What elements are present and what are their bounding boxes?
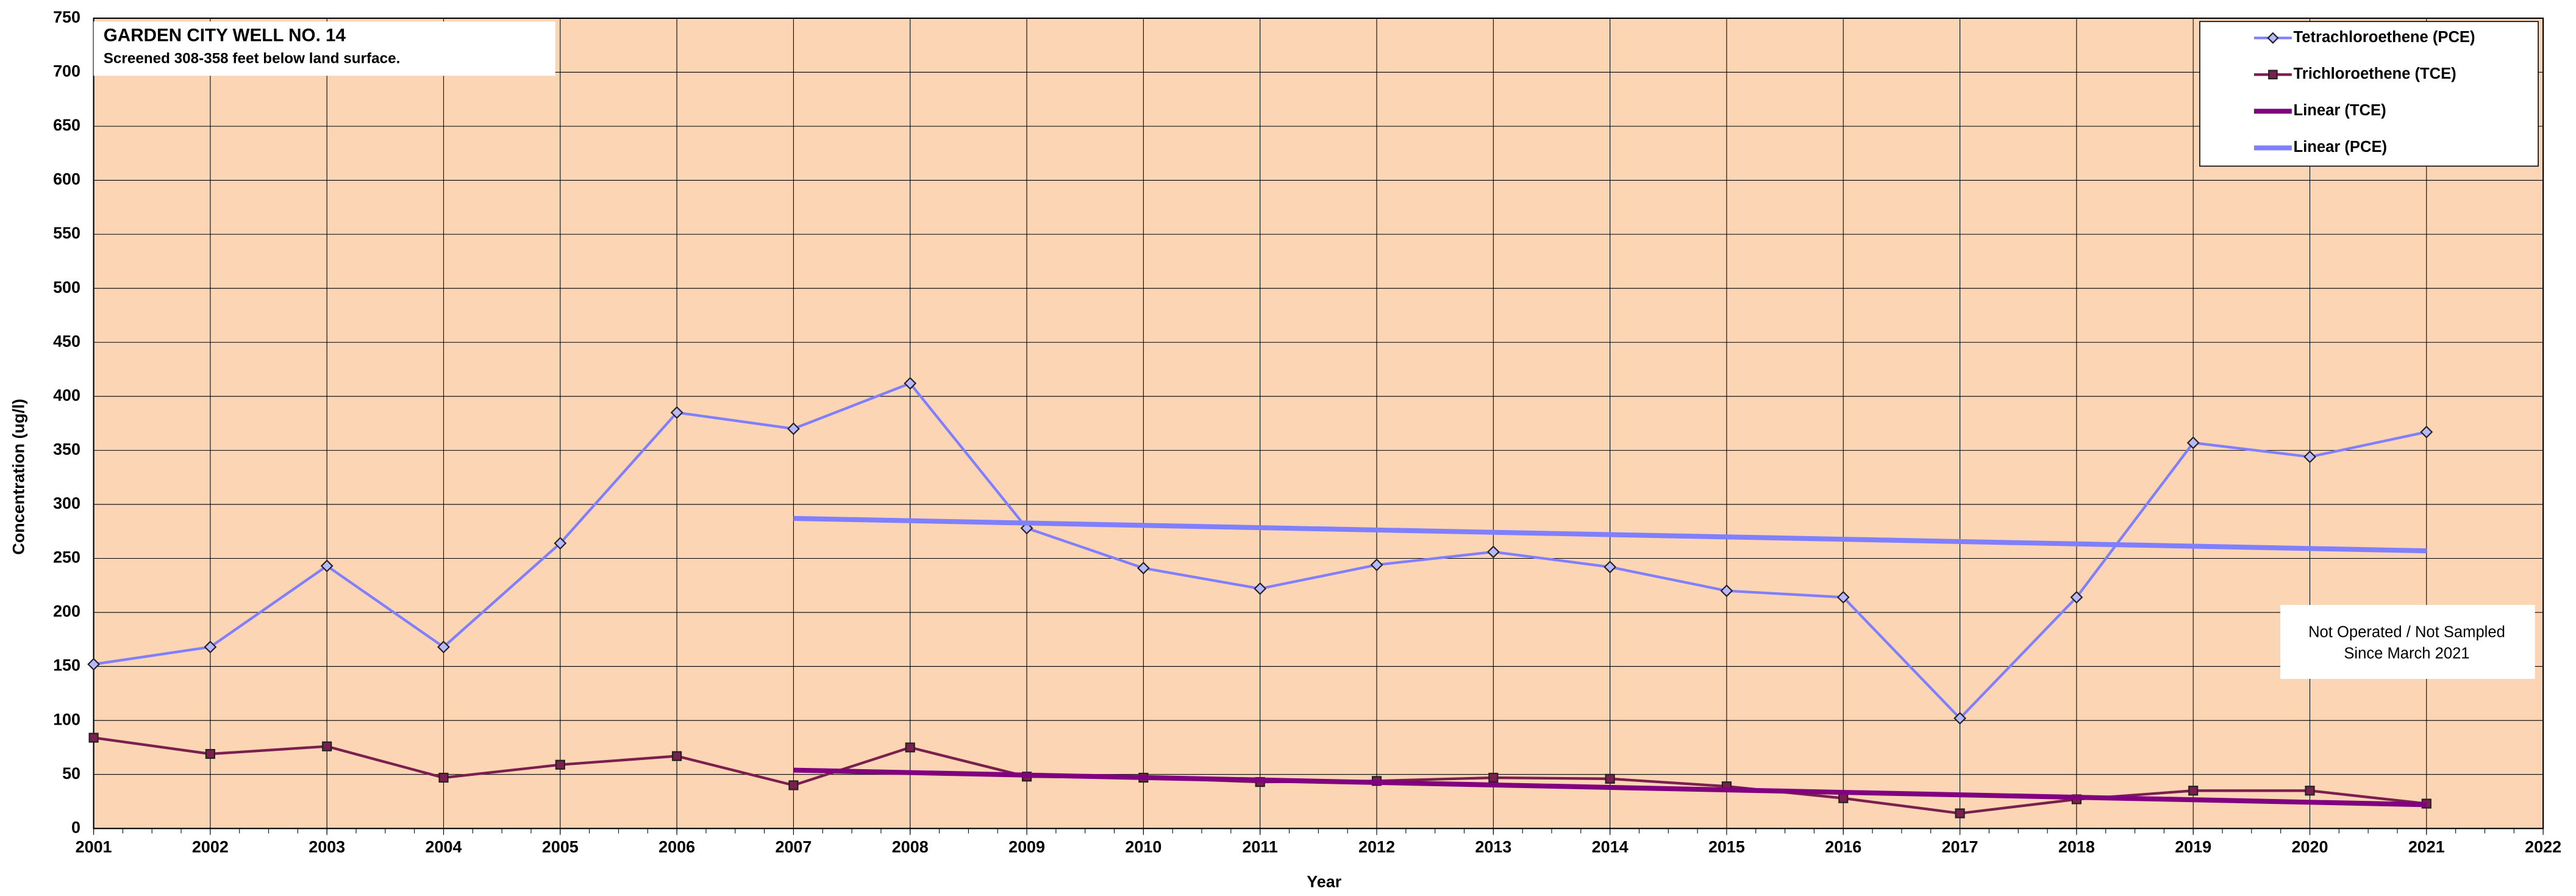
marker	[1486, 545, 1500, 559]
marker	[1136, 562, 1150, 575]
x-tick-label: 2005	[542, 838, 579, 856]
y-tick-label: 100	[53, 710, 80, 728]
marker	[555, 759, 565, 770]
chart-subtitle: Screened 308-358 feet below land surface…	[104, 51, 401, 67]
marker	[1955, 808, 1965, 819]
annotation: Since March 2021	[2344, 645, 2469, 662]
legend-marker	[2268, 70, 2278, 80]
marker	[905, 742, 915, 753]
marker	[322, 741, 332, 751]
marker	[2188, 786, 2199, 796]
trend-line	[793, 515, 2427, 554]
chart-title: GARDEN CITY WELL NO. 14	[104, 25, 346, 45]
x-tick-label: 2010	[1125, 838, 1161, 856]
x-tick-label: 2015	[1708, 838, 1745, 856]
y-tick-label: 200	[53, 602, 80, 620]
x-tick-label: 2014	[1592, 838, 1629, 856]
y-tick-label: 0	[71, 818, 80, 836]
marker	[672, 751, 682, 761]
marker	[1953, 712, 1966, 725]
marker	[88, 733, 99, 743]
x-tick-label: 2003	[309, 838, 345, 856]
y-axis-label: Concentration (ug/l)	[9, 399, 27, 555]
y-tick-label: 150	[53, 656, 80, 675]
x-tick-label: 2016	[1825, 838, 1861, 856]
x-tick-label: 2013	[1475, 838, 1511, 856]
marker	[2186, 436, 2200, 450]
trend-line	[793, 767, 2427, 808]
legend-label: Linear (TCE)	[2294, 102, 2386, 119]
annotation: Not Operated / Not Sampled	[2308, 623, 2505, 640]
y-tick-label: 450	[53, 332, 80, 350]
title-box	[93, 21, 555, 76]
x-tick-label: 2017	[1942, 838, 1978, 856]
marker	[1838, 793, 1849, 803]
marker	[2070, 590, 2083, 604]
y-tick-label: 50	[62, 764, 80, 783]
marker	[904, 377, 917, 390]
marker	[205, 748, 215, 759]
marker	[670, 406, 683, 419]
marker	[1370, 558, 1383, 572]
marker	[1836, 590, 1850, 604]
y-tick-label: 550	[53, 224, 80, 242]
x-tick-label: 2009	[1008, 838, 1045, 856]
marker	[87, 658, 101, 671]
x-tick-label: 2002	[192, 838, 229, 856]
x-tick-label: 2011	[1242, 838, 1277, 856]
marker	[204, 640, 217, 654]
marker	[1720, 584, 1733, 598]
legend-label: Tetrachloroethene (PCE)	[2294, 29, 2475, 46]
y-tick-label: 750	[53, 8, 80, 26]
marker	[2420, 425, 2433, 439]
y-tick-label: 600	[53, 170, 80, 188]
marker	[1605, 773, 1615, 784]
x-tick-label: 2006	[658, 838, 695, 856]
marker	[438, 772, 449, 783]
marker	[437, 640, 450, 654]
marker	[1604, 561, 1617, 574]
marker	[2303, 450, 2316, 464]
y-tick-label: 250	[53, 548, 80, 567]
marker	[1020, 521, 1033, 535]
marker	[787, 422, 800, 435]
legend-box	[2199, 21, 2539, 167]
x-tick-label: 2008	[892, 838, 929, 856]
plot-area	[93, 17, 2544, 830]
marker	[320, 559, 334, 573]
annotation-box	[2280, 604, 2535, 679]
legend-label: Trichloroethene (TCE)	[2294, 65, 2456, 82]
x-tick-label: 2020	[2292, 838, 2328, 856]
y-tick-label: 300	[53, 494, 80, 512]
y-tick-label: 500	[53, 278, 80, 296]
y-tick-label: 700	[53, 62, 80, 81]
x-tick-label: 2018	[2058, 838, 2095, 856]
y-tick-label: 650	[53, 116, 80, 134]
x-tick-label: 2021	[2408, 838, 2445, 856]
x-tick-label: 2004	[426, 838, 462, 856]
legend-marker	[2267, 32, 2279, 44]
marker	[1488, 772, 1499, 783]
x-tick-label: 2022	[2525, 838, 2561, 856]
x-tick-label: 2001	[76, 838, 112, 856]
x-axis-label: Year	[1307, 872, 1341, 891]
legend-label: Linear (PCE)	[2294, 138, 2387, 156]
x-tick-label: 2019	[2175, 838, 2211, 856]
y-tick-label: 350	[53, 440, 80, 458]
marker	[1254, 582, 1267, 595]
marker	[2305, 786, 2315, 796]
x-tick-label: 2007	[775, 838, 812, 856]
y-tick-label: 400	[53, 386, 80, 404]
marker	[554, 537, 567, 550]
marker	[788, 780, 799, 790]
x-tick-label: 2012	[1358, 838, 1395, 856]
